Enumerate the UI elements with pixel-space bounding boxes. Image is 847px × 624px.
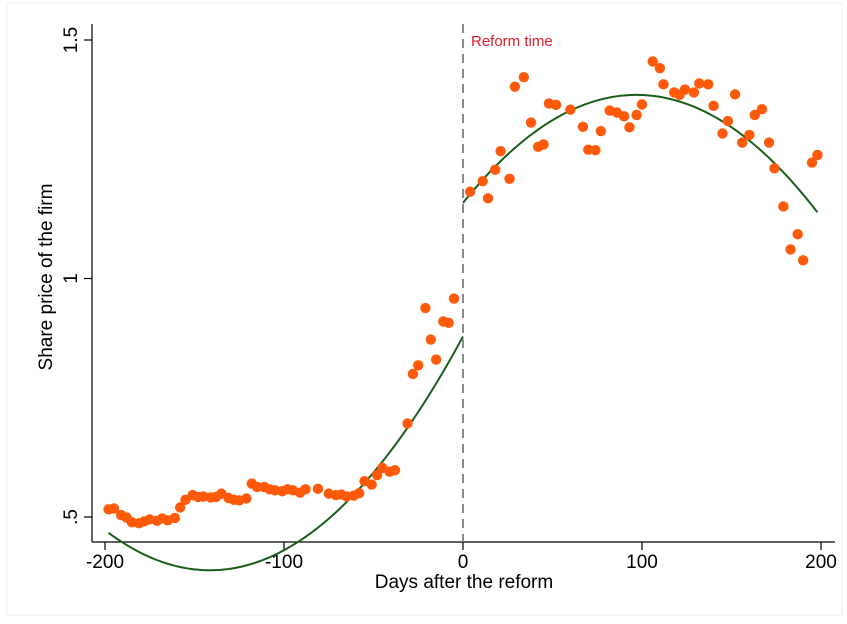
- data-point: [477, 175, 488, 187]
- fit-lines: [107, 93, 819, 572]
- data-point: [737, 137, 748, 148]
- data-point: [371, 469, 383, 481]
- data-point: [407, 368, 419, 380]
- data-point: [353, 487, 365, 499]
- y-tick-label: 1.5: [61, 27, 82, 53]
- y-tick-label: .5: [61, 509, 82, 525]
- data-point: [792, 228, 803, 240]
- data-point: [756, 103, 768, 115]
- data-point: [749, 109, 760, 121]
- data-point: [658, 79, 669, 90]
- data-point: [679, 84, 691, 95]
- data-point: [366, 479, 377, 490]
- data-point: [654, 62, 666, 74]
- data-point: [425, 334, 436, 345]
- data-point: [631, 109, 642, 121]
- data-point: [402, 418, 413, 429]
- data-point: [443, 317, 454, 329]
- y-axis-label: Share price of the firm: [36, 184, 57, 371]
- data-point: [464, 186, 476, 197]
- data-point: [595, 125, 607, 137]
- data-point: [703, 79, 714, 90]
- data-point: [769, 163, 780, 174]
- data-point: [495, 145, 506, 157]
- x-tick-label: 100: [626, 552, 658, 573]
- data-point: [744, 129, 755, 141]
- data-point: [722, 115, 734, 127]
- labels: Days after the reform Share price of the…: [36, 33, 553, 593]
- data-point: [251, 481, 263, 493]
- data-point: [729, 89, 741, 100]
- data-point: [108, 503, 120, 514]
- data-point: [389, 465, 401, 476]
- data-point: [538, 139, 549, 150]
- x-axis-label: Days after the reform: [375, 572, 553, 593]
- data-point: [688, 87, 700, 98]
- data-point: [647, 56, 658, 67]
- fit-line-after: [462, 93, 819, 213]
- x-tick-label: -100: [265, 552, 303, 573]
- data-point: [169, 512, 181, 524]
- data-point: [509, 81, 521, 92]
- data-points: [103, 56, 823, 529]
- data-point: [785, 244, 796, 255]
- data-point: [624, 122, 635, 133]
- data-point: [525, 117, 537, 128]
- data-point: [241, 493, 252, 504]
- data-point: [763, 137, 775, 148]
- data-point: [618, 111, 630, 122]
- data-point: [590, 144, 601, 156]
- data-point: [413, 360, 424, 371]
- data-point: [504, 173, 515, 185]
- data-point: [717, 128, 728, 139]
- data-point: [565, 104, 576, 115]
- data-point: [300, 484, 311, 495]
- data-point: [694, 78, 705, 89]
- data-point: [312, 483, 324, 495]
- data-point: [812, 149, 823, 161]
- data-point: [636, 99, 648, 110]
- data-point: [430, 354, 442, 365]
- data-point: [550, 99, 562, 111]
- data-point: [420, 302, 431, 314]
- data-point: [448, 293, 460, 304]
- axes: -200 -100 0 100 200 .5 1 1.5: [61, 24, 837, 573]
- data-point: [806, 157, 818, 168]
- reform-time-annotation: Reform time: [471, 33, 553, 50]
- x-tick-label: 0: [458, 552, 469, 573]
- data-point: [518, 72, 530, 83]
- x-tick-label: -200: [86, 552, 124, 573]
- data-point: [708, 100, 719, 112]
- data-point: [778, 201, 789, 212]
- data-point: [482, 193, 494, 204]
- data-point: [797, 255, 809, 266]
- y-tick-label: 1: [61, 273, 82, 284]
- data-point: [577, 121, 589, 133]
- fit-line-before: [107, 336, 464, 572]
- data-point: [490, 164, 501, 175]
- x-tick-label: 200: [805, 552, 837, 573]
- data-point: [174, 502, 186, 513]
